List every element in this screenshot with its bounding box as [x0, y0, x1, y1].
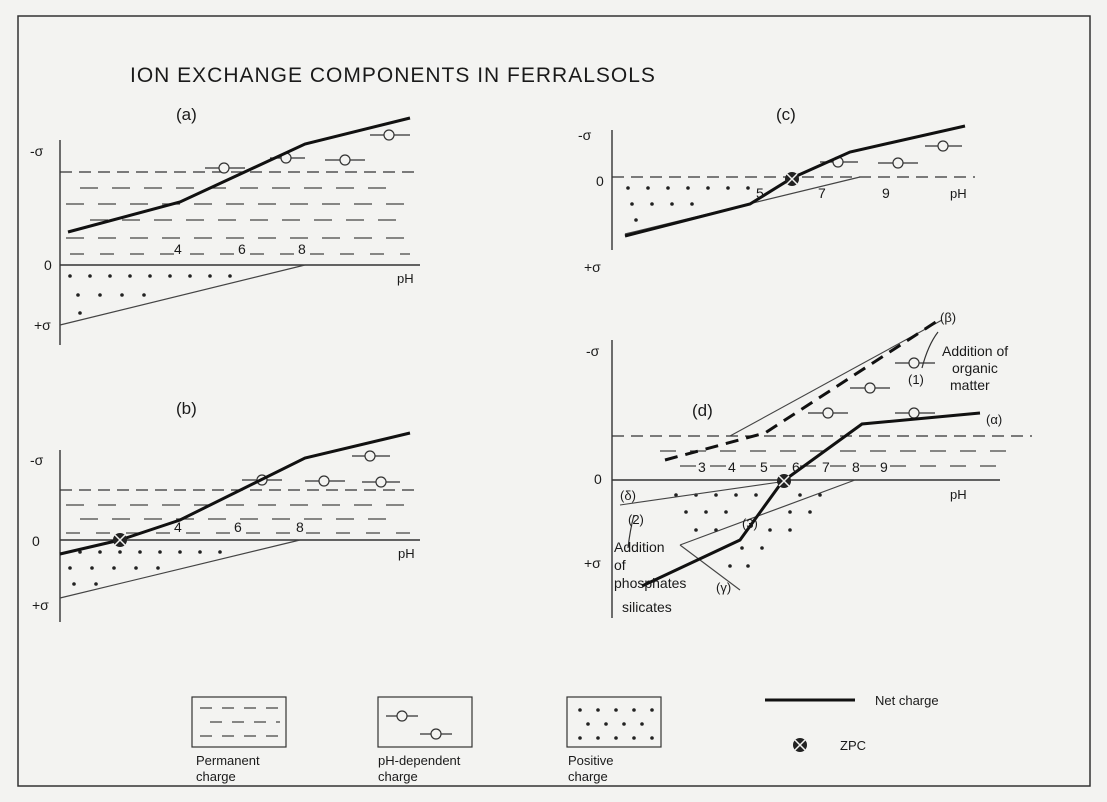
panel-d-one-label: (1) — [908, 372, 924, 387]
panel-d-gamma-label: (γ) — [716, 580, 731, 595]
panel-d-gamma-boundary — [679, 544, 741, 591]
panel-d-tick-8: 8 — [852, 459, 860, 475]
panel-b-ph: pH — [398, 546, 415, 561]
panel-d-zero: 0 — [594, 471, 602, 487]
panel-b-zero: 0 — [32, 533, 40, 549]
panel-c-zero: 0 — [596, 173, 604, 189]
panel-a-positive-dots — [68, 274, 232, 315]
panel-d-tick-6: 6 — [792, 459, 800, 475]
panel-d-phosphate-text-3: phosphates — [614, 575, 686, 591]
legend-phdep-label-2: charge — [378, 769, 418, 784]
panel-d-positive-dots — [674, 493, 822, 568]
panel-d-phosphate-text-1: Addition — [614, 539, 665, 555]
panel-d-organic-text-2: organic — [952, 360, 998, 376]
panel-b-label: (b) — [176, 399, 197, 418]
panel-a-ph: pH — [397, 271, 414, 286]
panel-c-phdep-markers — [820, 140, 962, 169]
panel-b-net-charge — [59, 431, 411, 556]
legend-permanent: Permanent charge — [191, 696, 287, 784]
figure-frame — [17, 15, 1091, 787]
figure-title: ION EXCHANGE COMPONENTS IN FERRALSOLS — [130, 64, 656, 87]
panel-b-tick-8: 8 — [296, 519, 304, 535]
panel-d-arrow-phosphate — [627, 514, 635, 549]
panel-c-neg-sigma: -σ — [578, 127, 592, 143]
panel-c-label: (c) — [776, 105, 796, 124]
panel-d-arrow-organic — [921, 331, 939, 369]
panel-c-tick-5: 5 — [756, 185, 764, 201]
legend-permanent-label-1: Permanent — [196, 753, 260, 768]
panel-d-permanent-fill — [660, 450, 1010, 467]
panel-d-ph: pH — [950, 487, 967, 502]
legend-phdep: pH-dependent charge — [377, 696, 473, 784]
legend-zpc: ZPC — [793, 738, 866, 753]
legend-positive-label-1: Positive — [568, 753, 614, 768]
panel-b-zpc-marker — [113, 533, 127, 547]
panel-d-beta-curve — [664, 316, 943, 462]
panel-d-beta-label: (β) — [940, 310, 956, 325]
panel-d-zpc-marker — [777, 474, 791, 488]
panel-c-ph: pH — [950, 186, 967, 201]
panel-d: (d) -σ 0 +σ pH — [584, 310, 1032, 618]
panel-b-neg-sigma: -σ — [30, 452, 44, 468]
panel-d-delta-line — [619, 481, 781, 506]
legend-phdep-label-1: pH-dependent — [378, 753, 461, 768]
panel-c: (c) -σ 0 +σ pH 5 7 9 — [578, 105, 975, 275]
panel-c-positive-dots — [626, 186, 750, 222]
panel-d-positive-line — [679, 479, 856, 546]
panel-a: (a) -σ 0 +σ pH 4 — [30, 105, 420, 345]
legend-net-charge: Net charge — [765, 693, 939, 708]
panel-a-tick-8: 8 — [298, 241, 306, 257]
panel-d-alpha-curve — [641, 411, 981, 588]
panel-d-tick-5: 5 — [760, 459, 768, 475]
panel-a-positive-line — [59, 264, 306, 326]
panel-c-zpc-marker — [785, 172, 799, 186]
panel-b-phdep-markers — [242, 450, 400, 488]
legend-positive: Positive charge — [566, 696, 662, 784]
panel-b-tick-6: 6 — [234, 519, 242, 535]
panel-b: (b) -σ 0 +σ pH 4 6 — [30, 399, 420, 622]
legend-zpc-label: ZPC — [840, 738, 866, 753]
panel-d-neg-sigma: -σ — [586, 343, 600, 359]
panel-a-phdep-markers — [205, 129, 410, 174]
panel-a-net-charge — [67, 116, 411, 234]
panel-a-pos-sigma: +σ — [34, 317, 51, 333]
panel-d-two-label: (2) — [628, 512, 644, 527]
panel-a-zero: 0 — [44, 257, 52, 273]
panel-d-phosphate-text-4: silicates — [622, 599, 672, 615]
panel-c-tick-7: 7 — [818, 185, 826, 201]
panel-d-tick-9: 9 — [880, 459, 888, 475]
panel-d-pos-sigma: +σ — [584, 555, 601, 571]
panel-d-phdep-markers — [808, 357, 935, 419]
panel-a-permanent-fill — [66, 187, 410, 255]
panel-d-organic-text-1: Addition of — [942, 343, 1008, 359]
panel-d-phosphate-text-2: of — [614, 557, 626, 573]
panel-b-positive-line — [59, 539, 301, 599]
legend-net-label: Net charge — [875, 693, 939, 708]
panel-d-organic-text-3: matter — [950, 377, 990, 393]
legend-positive-label-2: charge — [568, 769, 608, 784]
panel-d-three-label: (3) — [742, 516, 758, 531]
panel-d-delta-label: (δ) — [620, 488, 636, 503]
panel-d-tick-4: 4 — [728, 459, 736, 475]
panel-c-pos-sigma: +σ — [584, 259, 601, 275]
panel-a-label: (a) — [176, 105, 197, 124]
panel-b-pos-sigma: +σ — [32, 597, 49, 613]
panel-d-alpha-label: (α) — [986, 412, 1002, 427]
legend: Permanent charge pH-dependent charge Pos… — [191, 693, 939, 784]
panel-d-tick-3: 3 — [698, 459, 706, 475]
legend-permanent-label-2: charge — [196, 769, 236, 784]
panel-c-tick-9: 9 — [882, 185, 890, 201]
panel-a-tick-6: 6 — [238, 241, 246, 257]
panel-b-positive-dots — [68, 550, 222, 586]
panel-b-tick-4: 4 — [174, 519, 182, 535]
panel-b-permanent-fill — [66, 504, 410, 534]
panel-d-label: (d) — [692, 401, 713, 420]
panel-d-tick-7: 7 — [822, 459, 830, 475]
panel-a-tick-4: 4 — [174, 241, 182, 257]
panel-a-neg-sigma: -σ — [30, 143, 44, 159]
